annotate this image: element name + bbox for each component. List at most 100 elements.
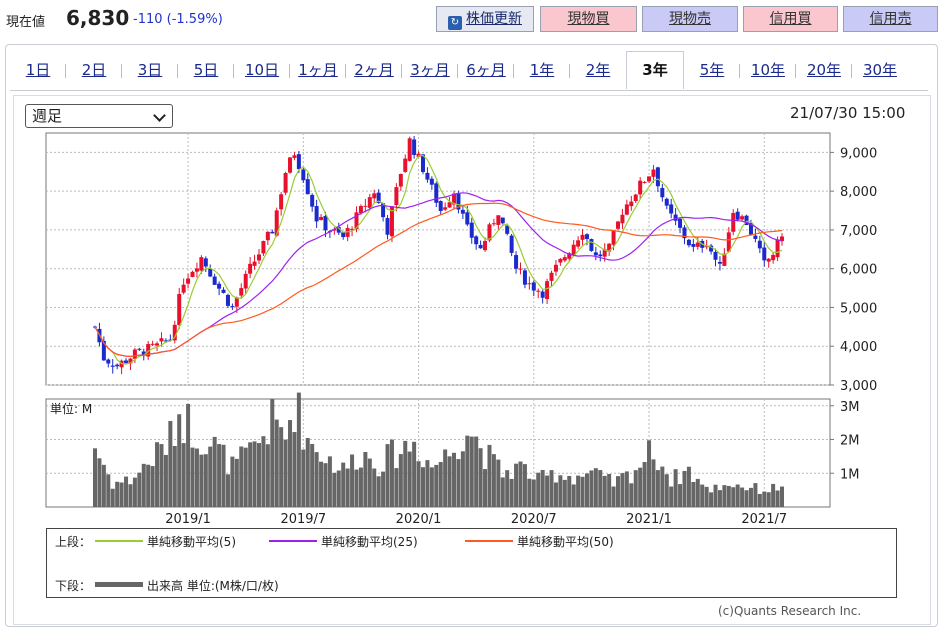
volume-bar <box>558 475 563 507</box>
volume-bar <box>780 486 784 507</box>
candle-body <box>602 249 607 257</box>
volume-bar <box>341 462 346 507</box>
volume-bar <box>740 487 745 507</box>
tab-3[interactable]: 5日 <box>178 52 234 88</box>
tab-label: 1ヶ月 <box>298 61 338 79</box>
tab-separator <box>233 64 234 78</box>
tab-4[interactable]: 10日 <box>234 52 290 88</box>
volume-bar <box>562 479 567 507</box>
tab-label: 6ヶ月 <box>466 61 506 79</box>
candle-body <box>487 224 492 241</box>
candle-body <box>261 240 266 254</box>
volume-bar <box>252 441 257 507</box>
tab-11[interactable]: 3年 <box>626 51 684 89</box>
volume-bar <box>682 470 687 507</box>
period-select[interactable]: 週足 <box>25 104 173 128</box>
tab-10[interactable]: 2年 <box>570 52 626 88</box>
tabs-divider <box>10 90 928 91</box>
tab-separator <box>65 64 66 78</box>
volume-bar <box>358 467 363 507</box>
candle-body <box>323 215 328 231</box>
candle-body <box>443 207 448 210</box>
candle-body <box>212 276 217 285</box>
volume-bar <box>762 491 767 507</box>
tab-13[interactable]: 10年 <box>740 52 796 88</box>
margin-sell-label: 信用売 <box>869 11 912 27</box>
candle-body <box>412 139 417 155</box>
candle-body <box>288 157 293 173</box>
volume-bar <box>221 444 226 507</box>
candle-body <box>660 188 665 198</box>
tab-15[interactable]: 30年 <box>852 52 908 88</box>
cash-buy-button[interactable]: 現物買 <box>540 6 637 32</box>
volume-bar <box>181 443 186 507</box>
volume-tick-label: 3M <box>840 400 860 415</box>
volume-bar <box>775 490 780 507</box>
volume-bar <box>638 467 643 507</box>
volume-bar <box>438 462 443 507</box>
cash-sell-button[interactable]: 現物売 <box>642 6 738 32</box>
volume-bar <box>345 468 350 507</box>
candle-body <box>483 241 488 251</box>
volume-bar <box>265 444 270 507</box>
cash-buy-label: 現物買 <box>567 11 610 27</box>
volume-bar <box>713 484 718 507</box>
tab-7[interactable]: 3ヶ月 <box>402 52 458 88</box>
tab-12[interactable]: 5年 <box>684 52 740 88</box>
tab-2[interactable]: 3日 <box>122 52 178 88</box>
candle-body <box>146 344 151 357</box>
volume-bar <box>624 471 629 507</box>
price-tick-label: 8,000 <box>840 185 877 200</box>
volume-bar <box>230 456 235 507</box>
tab-label: 10年 <box>750 61 786 79</box>
candle-body <box>531 282 536 291</box>
volume-bar <box>660 466 665 507</box>
candle-body <box>514 255 519 269</box>
candle-body <box>132 349 137 359</box>
ma-line-50 <box>94 202 783 358</box>
volume-bar <box>567 475 572 507</box>
volume-bar <box>203 454 208 507</box>
candle-body <box>381 203 386 218</box>
tab-5[interactable]: 1ヶ月 <box>290 52 346 88</box>
volume-bar <box>753 483 758 507</box>
volume-bar <box>296 392 301 507</box>
candle-body <box>664 198 669 206</box>
volume-bar <box>673 469 678 507</box>
volume-bar <box>527 478 532 507</box>
margin-sell-button[interactable]: 信用売 <box>843 6 938 32</box>
candle-body <box>438 201 443 211</box>
candle-body <box>416 153 421 157</box>
volume-bar <box>553 482 558 507</box>
tab-0[interactable]: 1日 <box>10 52 66 88</box>
tab-1[interactable]: 2日 <box>66 52 122 88</box>
tab-label: 5年 <box>699 61 725 79</box>
x-tick-label: 2021/1 <box>626 512 672 527</box>
volume-bar <box>722 485 727 507</box>
volume-bar <box>726 485 731 507</box>
tab-6[interactable]: 2ヶ月 <box>346 52 402 88</box>
candle-body <box>558 258 563 263</box>
volume-bar <box>420 467 425 507</box>
volume-bar <box>491 454 496 507</box>
tab-14[interactable]: 20年 <box>796 52 852 88</box>
candle-body <box>655 167 660 187</box>
volume-bar <box>327 456 332 507</box>
candle-body <box>434 183 439 203</box>
volume-bar <box>704 486 709 507</box>
tab-9[interactable]: 1年 <box>514 52 570 88</box>
price-tick-label: 4,000 <box>840 340 877 355</box>
tab-8[interactable]: 6ヶ月 <box>458 52 514 88</box>
candle-body <box>744 215 749 225</box>
candle-body <box>239 288 244 296</box>
candle-body <box>780 236 784 242</box>
margin-buy-button[interactable]: 信用買 <box>743 6 838 32</box>
volume-bar <box>261 436 266 507</box>
volume-bar <box>217 444 222 507</box>
candle-body <box>394 187 399 206</box>
candle-body <box>500 217 505 224</box>
candle-body <box>141 351 146 356</box>
tab-separator <box>851 64 852 78</box>
candle-body <box>310 194 315 207</box>
refresh-price-button[interactable]: ↻ 株価更新 <box>436 6 534 32</box>
